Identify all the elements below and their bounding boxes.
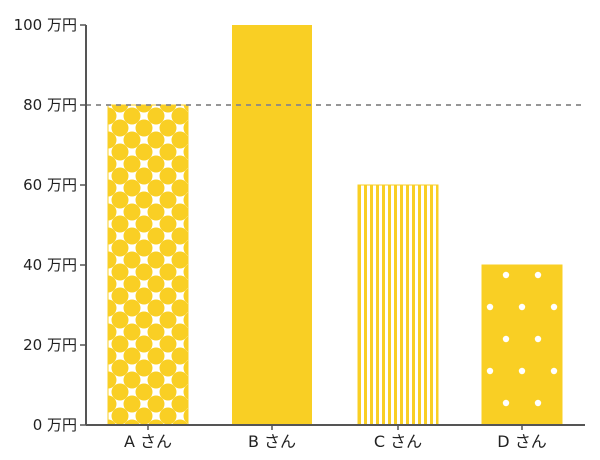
x-category-label: B さん <box>248 432 296 451</box>
y-tick-label: 20 万円 <box>23 336 77 354</box>
y-tick-label: 60 万円 <box>23 176 77 194</box>
bar-1 <box>107 104 189 426</box>
y-tick-label: 100 万円 <box>14 16 77 34</box>
y-tick-label: 80 万円 <box>23 96 77 114</box>
x-category-label: A さん <box>124 432 172 451</box>
y-tick-label: 0 万円 <box>33 416 77 434</box>
bar-2 <box>232 25 312 425</box>
x-category-label: D さん <box>497 432 546 451</box>
x-category-label: C さん <box>374 432 422 451</box>
bar-4 <box>481 264 563 426</box>
bar-3 <box>357 184 439 426</box>
y-tick-label: 40 万円 <box>23 256 77 274</box>
